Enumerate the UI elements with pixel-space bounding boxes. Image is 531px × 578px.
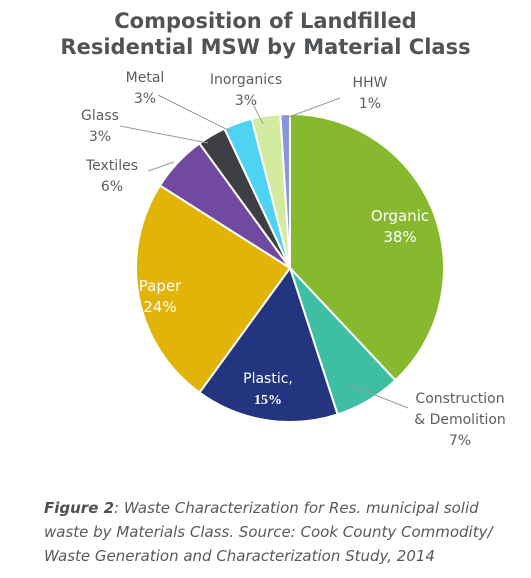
pie-chart: Organic 38% Construction & Demolition 7% Plas…: [81, 70, 506, 449]
leader-line-metal: [157, 94, 233, 133]
slice-label-textiles-line-2: 6%: [101, 179, 123, 195]
slice-label-organic-line-2: 38%: [383, 228, 416, 246]
slice-label-plastic-line-2: 15%: [254, 393, 282, 408]
slice-label-plastic: Plastic, 15%: [243, 371, 293, 408]
slice-label-organic: Organic 38%: [371, 207, 429, 246]
slice-label-inorganics: Inorganics 3%: [210, 72, 282, 109]
slice-label-hhw-line-2: 1%: [359, 96, 381, 112]
slice-label-textiles: Textiles 6%: [85, 158, 138, 195]
slice-label-glass-line-2: 3%: [89, 129, 111, 145]
leader-line-inorganics: [253, 105, 264, 125]
slice-label-paper-line-2: 24%: [143, 298, 176, 316]
slice-label-construction-demolition-line-2: & Demolition: [414, 412, 506, 428]
chart-title-line-2: Residential MSW by Material Class: [60, 35, 471, 59]
chart-title-line-1: Composition of Landfilled: [114, 9, 417, 33]
slice-label-paper-line-1: Paper: [139, 277, 182, 295]
slice-label-inorganics-line-1: Inorganics: [210, 72, 282, 88]
pie-slice-plastic: [198, 265, 339, 423]
slice-label-paper: Paper 24%: [139, 277, 182, 316]
figure-caption: Figure 2: Waste Characterization for Res…: [44, 496, 514, 568]
figure-caption-label: Figure 2: [44, 499, 115, 517]
slice-label-construction-demolition-line-3: 7%: [449, 433, 471, 449]
leader-line-construction-demolition: [349, 384, 409, 409]
slice-label-textiles-line-1: Textiles: [85, 158, 138, 174]
slice-label-hhw-line-1: HHW: [353, 75, 388, 91]
pie-slice-hhw: [279, 112, 291, 269]
slice-label-plastic-line-1: Plastic,: [243, 371, 293, 387]
slice-label-metal-line-2: 3%: [134, 91, 156, 107]
slice-label-hhw: HHW 1%: [353, 75, 388, 112]
slice-label-metal-line-1: Metal: [126, 70, 165, 86]
chart-title: Composition of Landfilled Residential MS…: [0, 8, 531, 60]
leader-line-hhw: [285, 97, 341, 119]
pie-slice-organic: [289, 112, 445, 382]
leader-line-glass: [119, 125, 209, 144]
leader-line-textiles: [147, 161, 175, 172]
slice-label-glass-line-1: Glass: [81, 108, 119, 124]
slice-label-glass: Glass 3%: [81, 108, 119, 145]
figure-caption-text: : Waste Characterization for Res. munici…: [44, 499, 493, 565]
slice-label-inorganics-line-2: 3%: [235, 93, 257, 109]
slice-label-organic-line-1: Organic: [371, 207, 429, 225]
slice-label-construction-demolition-line-1: Construction: [415, 391, 504, 407]
slice-label-construction-demolition: Construction & Demolition 7%: [414, 391, 506, 449]
pie-slice-paper: [135, 184, 292, 394]
slice-label-metal: Metal 3%: [126, 70, 165, 107]
